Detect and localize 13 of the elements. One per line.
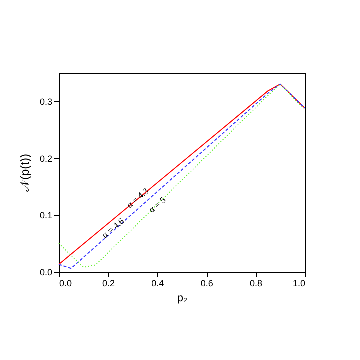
annotation: α = 4.6 [100,216,126,240]
x-tick-label: 0.6 [200,278,214,288]
y-tick-label: 0.3 [40,96,52,107]
x-tick-label: 1.0 [292,278,306,288]
x-tick-label: 0.2 [102,278,115,288]
x-tick-label: 0.0 [60,278,72,288]
x-axis-title: p₂ [177,292,188,304]
y-tick-label: 0.0 [40,268,52,278]
y-axis-title: 𝒩(p(t)) [18,154,32,192]
y-tick-label: 0.1 [40,210,52,221]
x-tick-label: 0.4 [152,278,164,288]
x-tick-label: 0.8 [250,278,263,288]
y-tick-label: 0.2 [40,154,52,164]
